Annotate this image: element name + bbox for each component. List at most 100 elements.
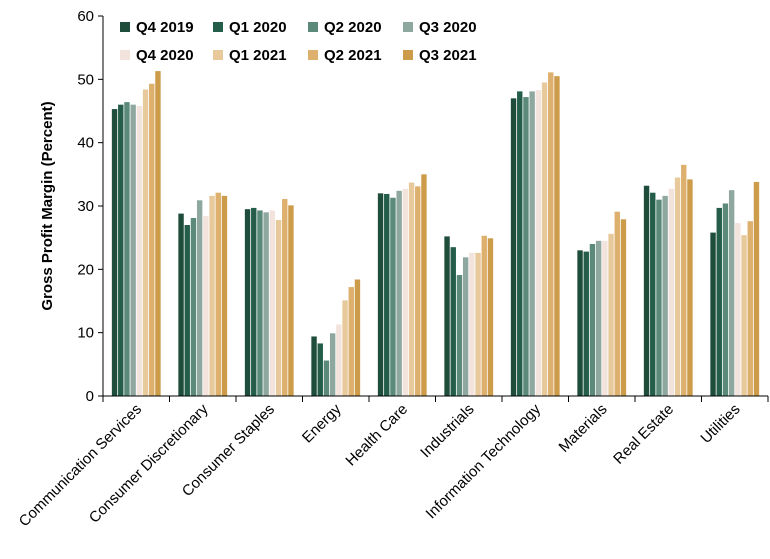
bar — [517, 91, 523, 396]
legend-label: Q2 2020 — [324, 19, 382, 36]
bar — [111, 109, 118, 396]
bar — [716, 207, 722, 396]
bar — [529, 91, 535, 396]
bar — [535, 90, 542, 396]
bar — [215, 192, 221, 396]
y-tick-label: 50 — [77, 71, 94, 88]
bar — [462, 257, 469, 396]
y-tick-label: 30 — [77, 198, 94, 215]
bar — [589, 244, 596, 396]
legend-label: Q4 2019 — [136, 19, 194, 36]
bar — [487, 238, 494, 396]
bar — [142, 89, 149, 396]
bar — [408, 182, 415, 396]
bar — [348, 287, 354, 396]
bar — [269, 210, 276, 396]
y-tick-label: 20 — [77, 261, 94, 278]
bar — [323, 360, 330, 396]
bar — [221, 195, 228, 396]
legend-swatch — [213, 50, 223, 60]
bar — [251, 207, 257, 396]
legend-label: Q3 2021 — [419, 47, 477, 64]
bar — [317, 343, 323, 396]
bar — [541, 82, 548, 396]
x-category-label: Health Care — [342, 401, 411, 470]
bar — [384, 193, 390, 396]
bar — [415, 186, 421, 396]
y-ticks: 0 10 20 30 40 50 60 — [77, 8, 103, 405]
bar — [244, 209, 251, 396]
legend-label: Q1 2020 — [229, 19, 287, 36]
bar — [444, 236, 450, 396]
bar — [728, 190, 735, 396]
bar — [275, 219, 282, 396]
bar — [184, 225, 190, 396]
bar — [548, 72, 554, 396]
bar — [650, 192, 656, 396]
bar — [620, 219, 627, 396]
y-tick-label: 0 — [86, 388, 94, 405]
bar — [741, 235, 747, 396]
legend-swatch — [213, 22, 223, 32]
bar — [257, 210, 263, 396]
bar — [475, 252, 481, 396]
bar — [178, 213, 184, 396]
bar — [583, 251, 589, 396]
bar — [614, 211, 620, 396]
bar — [329, 333, 336, 396]
legend-swatch — [120, 22, 130, 32]
legend-label: Q3 2020 — [419, 19, 477, 36]
bar — [643, 185, 650, 396]
bar — [209, 195, 215, 396]
y-axis-title: Gross Profit Margin (Percent) — [39, 101, 56, 310]
x-category-label: Utilities — [697, 401, 743, 447]
legend: Q4 2019 Q1 2020 Q2 2020 Q3 2020 Q4 2020 Q1 20… — [120, 19, 477, 64]
bar — [674, 177, 681, 396]
bar — [753, 181, 760, 396]
bar — [710, 232, 716, 396]
bar — [203, 216, 209, 396]
bar — [747, 221, 753, 396]
bar — [722, 203, 729, 396]
bar — [311, 336, 317, 396]
bar — [136, 105, 143, 396]
bar — [390, 197, 396, 396]
bar — [481, 235, 487, 396]
legend-label: Q2 2021 — [324, 47, 382, 64]
bar — [282, 199, 288, 396]
bar — [523, 97, 529, 397]
bar — [450, 247, 456, 396]
bar — [681, 164, 687, 396]
y-tick-label: 10 — [77, 325, 94, 342]
bar — [118, 104, 124, 397]
axes-layer — [102, 16, 768, 397]
bar — [396, 190, 402, 396]
bar — [456, 275, 463, 396]
bar — [656, 199, 662, 396]
legend-swatch — [308, 22, 318, 32]
y-tick-label: 40 — [77, 135, 94, 152]
bar — [124, 102, 130, 396]
bar — [595, 240, 602, 396]
bar — [288, 205, 294, 396]
bar — [130, 104, 136, 397]
bars-layer — [111, 71, 760, 397]
x-category-label: Information Technology — [423, 400, 545, 522]
x-category-label: Industrials — [417, 401, 477, 461]
x-category-label: Energy — [299, 400, 345, 446]
bar — [336, 324, 342, 396]
bar — [263, 212, 269, 396]
bar — [735, 223, 741, 396]
bar — [377, 193, 384, 396]
x-category-label: Materials — [556, 401, 611, 456]
bar — [402, 188, 409, 396]
bar — [421, 174, 427, 396]
bar — [196, 200, 203, 396]
bar — [662, 195, 668, 396]
x-category-label: Consumer Discretionary — [86, 400, 212, 526]
bar — [155, 71, 161, 396]
legend-swatch — [308, 50, 318, 60]
x-category-label: Communication Services — [16, 401, 145, 530]
y-tick-label: 60 — [77, 8, 94, 25]
bar — [510, 98, 517, 396]
